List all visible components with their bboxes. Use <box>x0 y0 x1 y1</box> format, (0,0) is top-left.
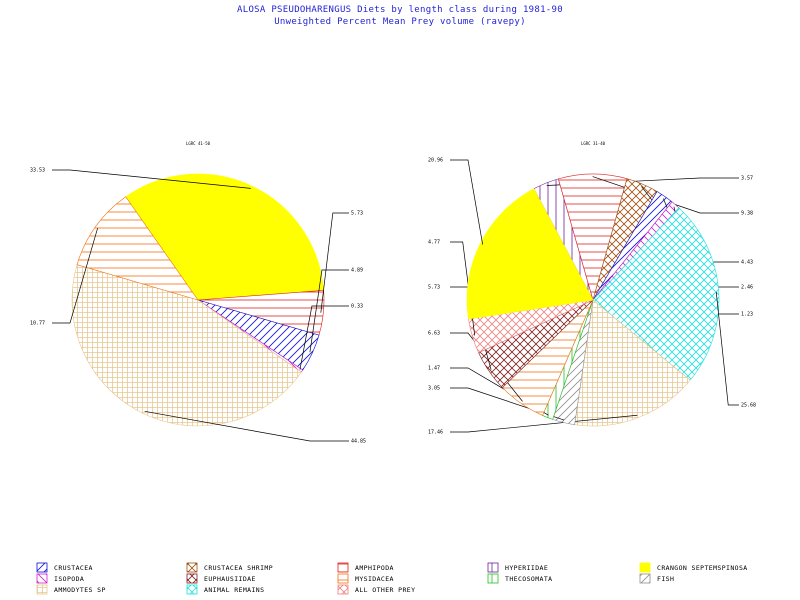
data-label: 0.33 <box>351 304 363 310</box>
legend-swatch <box>36 584 48 595</box>
data-label: 2.46 <box>741 285 753 291</box>
pie-slice-crangon-septemspinosa <box>466 188 594 320</box>
legend-swatch <box>186 573 198 584</box>
data-label: 6.63 <box>428 331 440 337</box>
legend-swatch <box>487 562 499 573</box>
pie-lgrc-31-40: LGRC 31-40 3.57 9.38 4.43 2.46 1.23 25.68 17.46… <box>428 141 756 436</box>
data-label: 10.77 <box>30 321 45 327</box>
legend-item-thecosomata: THECOSOMATA <box>487 573 552 584</box>
legend-swatch <box>639 562 651 573</box>
legend-label: ANIMAL REMAINS <box>204 586 264 594</box>
chart-subtitle: Unweighted Percent Mean Prey volume (rav… <box>274 17 526 27</box>
pie-slice-mysidacea <box>76 196 199 301</box>
legend-swatch <box>36 573 48 584</box>
pie-slice-ammodytes-sp <box>574 299 691 427</box>
legend-label: HYPERIIDAE <box>505 564 548 572</box>
legend-item-crustacea: CRUSTACEA <box>36 562 93 573</box>
data-label: 3.57 <box>741 176 753 182</box>
legend-swatch <box>639 573 651 584</box>
legend-item-amphipoda: AMPHIPODA <box>337 562 394 573</box>
legend-item-crustacea-shrimp: CRUSTACEA SHRIMP <box>186 562 273 573</box>
data-label: 17.46 <box>428 430 443 436</box>
legend-label: AMMODYTES SP <box>54 586 106 594</box>
pie-slice-animal-remains <box>592 207 720 381</box>
leader-line <box>715 291 739 406</box>
leader-line <box>299 305 349 370</box>
leader-line <box>52 169 251 189</box>
legend-label: CRANGON SEPTEMSPINOSA <box>657 564 748 572</box>
legend-item-euphausiidae: EUPHAUSIIDAE <box>186 573 256 584</box>
legend-label: FISH <box>657 575 674 583</box>
pie-lgrc-41-50: LGRC 41-50 33.53 5.73 4.89 0.33 44.85 10.77 <box>30 141 366 445</box>
data-label: 5.73 <box>428 285 440 291</box>
legend-label: THECOSOMATA <box>505 575 552 583</box>
leader-line <box>144 410 349 442</box>
data-label: 1.23 <box>741 312 753 318</box>
data-label: 4.89 <box>351 268 363 274</box>
data-label: 33.53 <box>30 168 45 174</box>
legend-swatch <box>36 562 48 573</box>
leader-line <box>52 227 98 324</box>
legend-swatch <box>337 584 349 595</box>
legend-label: AMPHIPODA <box>355 564 394 572</box>
legend-item-ammodytes-sp: AMMODYTES SP <box>36 584 106 595</box>
legend-item-animal-remains: ANIMAL REMAINS <box>186 584 264 595</box>
legend-swatch <box>337 562 349 573</box>
chart-title: ALOSA PSEUDOHARENGUS Diets by length cla… <box>237 5 563 15</box>
pie-slice-crangon-septemspinosa <box>125 173 324 301</box>
data-label: 1.47 <box>428 366 440 372</box>
legend-swatch <box>337 573 349 584</box>
data-label: 25.68 <box>741 403 756 409</box>
data-label: 4.77 <box>428 240 440 246</box>
leader-line <box>450 414 638 433</box>
legend-item-all-other-prey: ALL OTHER PREY <box>337 584 415 595</box>
pie-group-label: LGRC 31-40 <box>581 141 606 146</box>
data-label: 9.38 <box>741 211 753 217</box>
legend-item-crangon-septemspinosa: CRANGON SEPTEMSPINOSA <box>639 562 748 573</box>
pie-slice-ammodytes-sp <box>71 264 302 427</box>
legend-item-fish: FISH <box>639 573 674 584</box>
legend-label: ALL OTHER PREY <box>355 586 415 594</box>
data-label: 5.73 <box>351 211 363 217</box>
legend-item-isopoda: ISOPODA <box>36 573 84 584</box>
leader-line <box>309 269 349 353</box>
leader-line <box>320 212 349 313</box>
leader-line <box>450 159 484 245</box>
data-label: 3.05 <box>428 386 440 392</box>
title-block: ALOSA PSEUDOHARENGUS Diets by length cla… <box>0 4 800 28</box>
legend-label: CRUSTACEA SHRIMP <box>204 564 273 572</box>
legend-swatch <box>487 573 499 584</box>
legend-swatch <box>186 562 198 573</box>
legend-item-hyperiidae: HYPERIIDAE <box>487 562 548 573</box>
data-label: 44.85 <box>351 439 366 445</box>
pie-group-label: LGRC 41-50 <box>186 141 211 146</box>
legend-label: ISOPODA <box>54 575 84 583</box>
legend-label: EUPHAUSIIDAE <box>204 575 256 583</box>
data-label: 20.96 <box>428 158 443 164</box>
legend-item-mysidacea: MYSIDACEA <box>337 573 394 584</box>
data-label: 4.43 <box>741 260 753 266</box>
legend-swatch <box>186 584 198 595</box>
legend-label: CRUSTACEA <box>54 564 93 572</box>
legend-label: MYSIDACEA <box>355 575 394 583</box>
